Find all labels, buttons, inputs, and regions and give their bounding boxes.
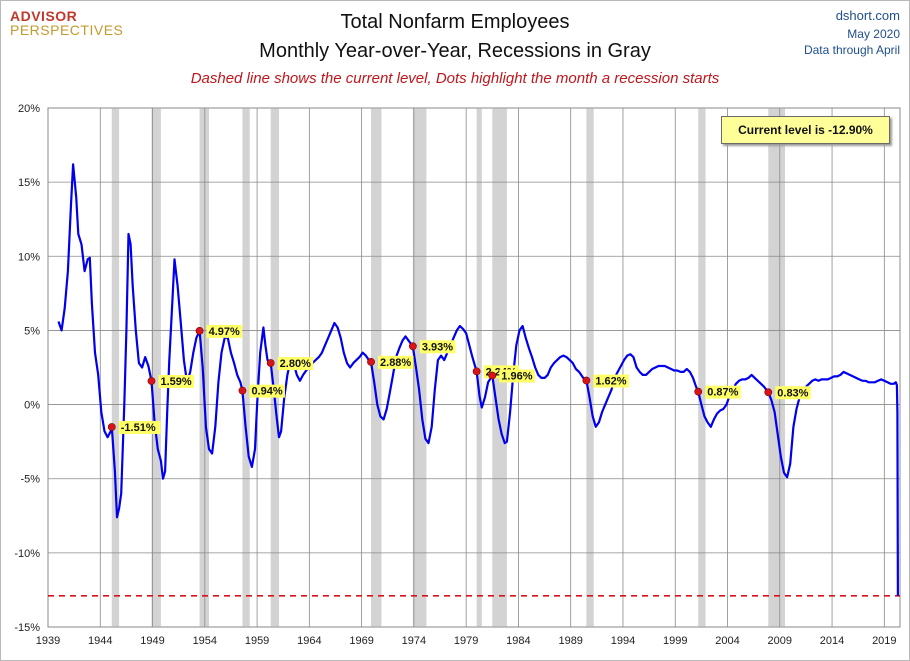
data-label-background	[378, 355, 414, 369]
y-tick-label: 0%	[24, 400, 40, 412]
y-tick-label: 15%	[18, 177, 40, 189]
recession-start-dot	[195, 326, 204, 335]
x-tick-label: 1944	[88, 635, 112, 647]
logo-line-2: PERSPECTIVES	[10, 22, 124, 38]
x-tick-label: 2019	[872, 635, 896, 647]
x-tick-label: 1999	[663, 635, 687, 647]
data-through-label: Data through April	[803, 43, 900, 57]
data-label-background	[206, 324, 243, 338]
recession-band	[412, 108, 427, 627]
chart-title: Total Nonfarm Employees	[340, 11, 570, 33]
x-tick-label: 1984	[506, 635, 530, 647]
x-tick-label: 1979	[454, 635, 478, 647]
data-label-background	[705, 385, 741, 399]
data-label-background	[118, 420, 161, 434]
x-tick-label: 1959	[245, 635, 269, 647]
data-label: 4.97%	[209, 326, 240, 338]
recession-start-dot	[238, 386, 247, 395]
x-tick-label: 1969	[349, 635, 373, 647]
x-tick-label: 1954	[193, 635, 217, 647]
data-label: 2.80%	[280, 358, 311, 370]
data-label-background	[249, 384, 285, 398]
recession-start-dot	[488, 371, 497, 380]
data-label-background	[277, 357, 314, 371]
recession-start-dot	[107, 423, 116, 431]
recession-band	[371, 108, 382, 627]
y-tick-label: 20%	[18, 103, 40, 115]
y-tick-label: -15%	[14, 622, 40, 634]
x-tick-label: 2009	[768, 635, 792, 647]
recession-start-dot	[582, 376, 591, 385]
data-label: 0.94%	[251, 386, 282, 398]
data-label: 0.87%	[707, 387, 738, 399]
data-label-background	[593, 374, 629, 388]
y-tick-label: -5%	[20, 474, 40, 486]
recession-start-dot	[367, 357, 375, 366]
recession-start-dot	[147, 377, 156, 385]
recession-band	[151, 108, 161, 627]
data-label: 0.83%	[777, 387, 808, 399]
series-line	[57, 163, 899, 596]
recession-band	[242, 108, 250, 627]
recession-band	[270, 108, 280, 627]
data-label-background	[775, 386, 811, 400]
data-label: 2.88%	[380, 357, 411, 369]
recession-band	[698, 108, 706, 627]
chart-title-line-2: Monthly Year-over-Year, Recessions in Gr…	[259, 40, 651, 62]
y-tick-label: 5%	[24, 325, 40, 337]
data-label: 1.96%	[501, 371, 532, 383]
y-tick-label: -10%	[14, 548, 40, 560]
recession-band	[199, 108, 209, 627]
logo-line-1: ADVISOR	[10, 8, 78, 24]
recession-start-dot	[472, 367, 481, 376]
recession-start-dot	[266, 359, 275, 367]
x-tick-label: 1974	[402, 635, 426, 647]
x-tick-label: 2014	[820, 635, 844, 647]
data-label-background	[499, 369, 535, 383]
data-label: -1.51%	[121, 422, 156, 434]
x-tick-label: 1994	[611, 635, 635, 647]
recession-start-dot	[694, 387, 703, 396]
source-label: dshort.com	[835, 8, 900, 23]
recession-start-dot	[408, 342, 417, 351]
x-tick-label: 2004	[715, 635, 739, 647]
y-tick-label: 10%	[18, 251, 40, 263]
recession-band	[586, 108, 594, 627]
data-label-background	[419, 340, 456, 354]
data-label: 1.62%	[595, 376, 626, 388]
recession-band	[111, 108, 120, 627]
x-tick-label: 1989	[558, 635, 582, 647]
data-label-background	[158, 374, 194, 388]
data-label: 1.59%	[160, 376, 191, 388]
x-tick-label: 1939	[36, 635, 60, 647]
recession-start-dot	[764, 388, 773, 397]
x-tick-label: 1964	[297, 635, 321, 647]
current-level-note: Current level is -12.90%	[721, 116, 890, 144]
chart-subtitle: Dashed line shows the current level, Dot…	[190, 70, 720, 87]
recession-band	[768, 108, 786, 627]
date-label: May 2020	[847, 27, 900, 41]
advisor-perspectives-logo: ADVISOR PERSPECTIVES	[10, 8, 123, 38]
recession-band	[476, 108, 482, 627]
data-label: 3.93%	[422, 341, 453, 353]
x-tick-label: 1949	[140, 635, 164, 647]
